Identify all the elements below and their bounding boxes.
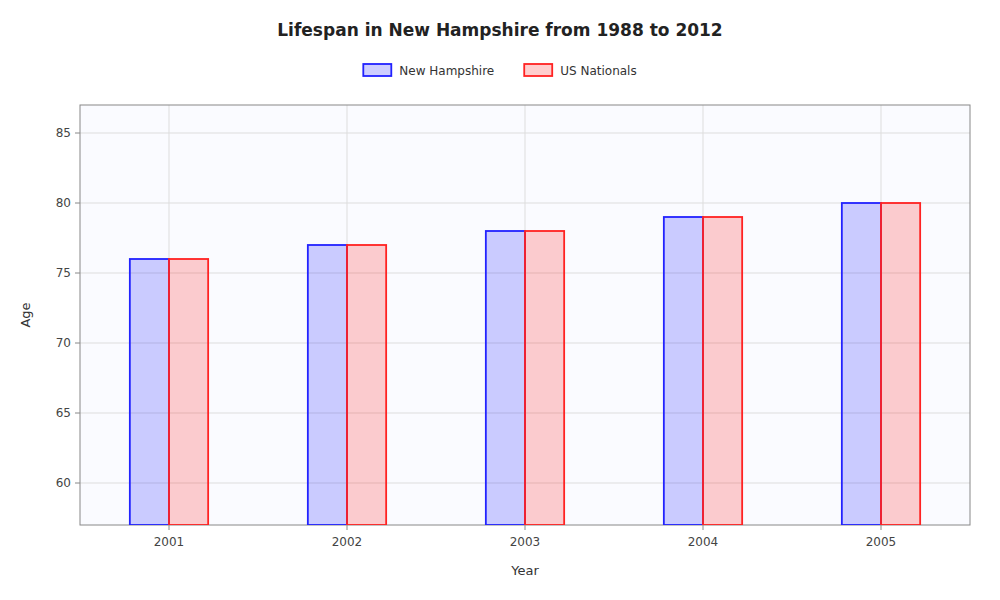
bar	[664, 217, 703, 525]
plot-frame	[80, 105, 970, 525]
y-tick	[75, 343, 80, 344]
y-axis: 60 65 70 75 80 85	[56, 126, 80, 490]
bars	[130, 203, 920, 525]
y-tick	[75, 133, 80, 134]
bar	[842, 203, 881, 525]
x-axis: 2001 2002 2003 2004 2005	[154, 525, 897, 549]
y-tick-label: 75	[56, 266, 71, 280]
x-tick	[525, 525, 526, 530]
plot-background	[80, 105, 970, 525]
x-tick-label: 2003	[510, 535, 541, 549]
bar	[525, 231, 564, 525]
bar	[486, 231, 525, 525]
bar	[347, 245, 386, 525]
legend-item: New Hampshire	[363, 64, 494, 78]
x-tick	[347, 525, 348, 530]
x-tick-label: 2004	[688, 535, 719, 549]
bar	[169, 259, 208, 525]
y-tick-label: 60	[56, 476, 71, 490]
x-tick	[881, 525, 882, 530]
y-tick	[75, 483, 80, 484]
chart-container: 60 65 70 75 80 85 2001 2002 2003 2004 2005 Year Age L…	[0, 0, 1000, 600]
legend-swatch	[524, 64, 552, 76]
chart-svg: 60 65 70 75 80 85 2001 2002 2003 2004 2005 Year Age L…	[0, 0, 1000, 600]
legend-swatch	[363, 64, 391, 76]
y-tick	[75, 413, 80, 414]
legend-label: New Hampshire	[399, 64, 494, 78]
legend-label: US Nationals	[560, 64, 636, 78]
x-tick	[703, 525, 704, 530]
grid	[80, 105, 970, 525]
legend-item: US Nationals	[524, 64, 636, 78]
y-tick-label: 85	[56, 126, 71, 140]
y-axis-label: Age	[18, 302, 33, 327]
bar	[308, 245, 347, 525]
x-axis-label: Year	[510, 563, 539, 578]
y-tick	[75, 203, 80, 204]
x-tick-label: 2001	[154, 535, 185, 549]
y-tick	[75, 273, 80, 274]
y-tick-label: 80	[56, 196, 71, 210]
x-tick	[169, 525, 170, 530]
title: Lifespan in New Hampshire from 1988 to 2…	[277, 20, 722, 40]
y-tick-label: 70	[56, 336, 71, 350]
legend: New Hampshire US Nationals	[363, 64, 636, 78]
x-tick-label: 2005	[866, 535, 897, 549]
x-tick-label: 2002	[332, 535, 363, 549]
page: {"chart_data": {"type": "bar", "title": …	[0, 0, 1000, 600]
bar	[130, 259, 169, 525]
bar	[703, 217, 742, 525]
y-tick-label: 65	[56, 406, 71, 420]
bar	[881, 203, 920, 525]
